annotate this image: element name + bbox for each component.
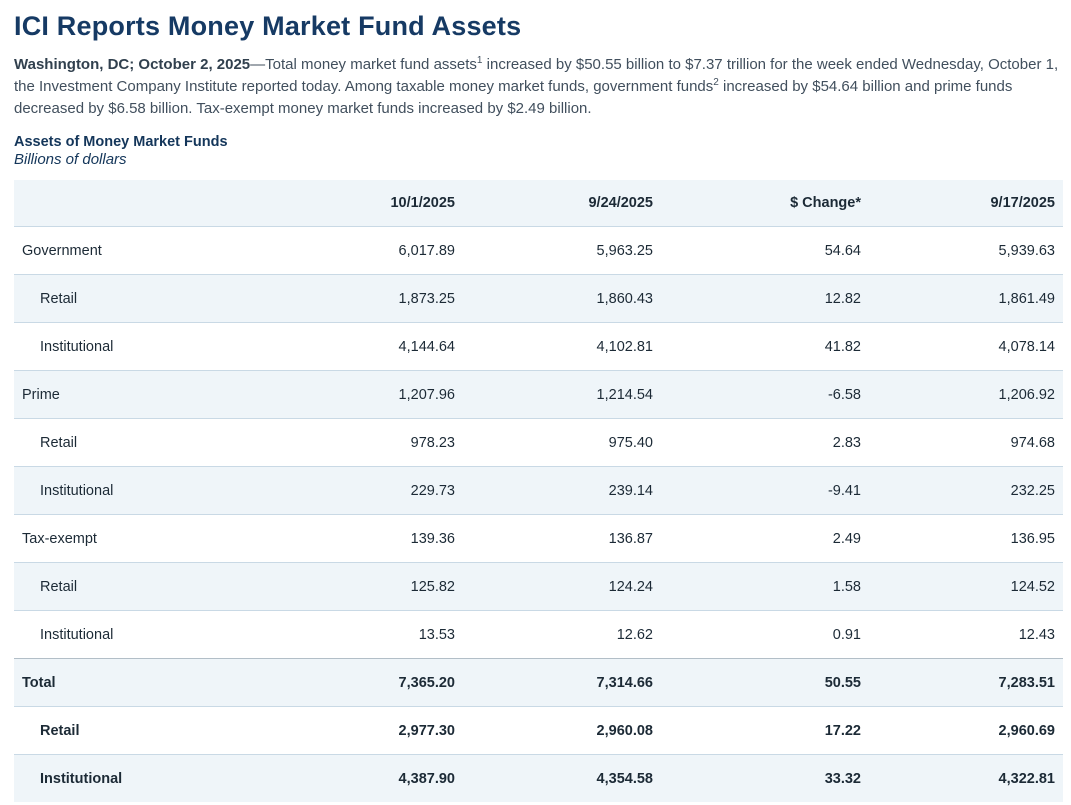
cell-value: 4,354.58 <box>463 754 661 802</box>
row-label: Institutional <box>14 610 276 659</box>
table-row-institutional-2: Institutional 4,144.64 4,102.81 41.82 4,… <box>14 322 1063 371</box>
table-row-retail-4: Retail 978.23 975.40 2.83 974.68 <box>14 418 1063 467</box>
cell-value: 139.36 <box>276 514 463 563</box>
cell-value: 125.82 <box>276 562 463 611</box>
cell-value: -9.41 <box>661 466 869 515</box>
cell-value: 13.53 <box>276 610 463 659</box>
cell-value: 12.43 <box>869 610 1063 659</box>
table-subtitle: Billions of dollars <box>14 151 127 168</box>
table-row-prime-3: Prime 1,207.96 1,214.54 -6.58 1,206.92 <box>14 370 1063 419</box>
row-label: Institutional <box>14 754 276 802</box>
header-col-change: $ Change* <box>661 180 869 227</box>
cell-value: 6,017.89 <box>276 226 463 275</box>
table-row-retail-10: Retail 2,977.30 2,960.08 17.22 2,960.69 <box>14 706 1063 755</box>
row-label: Institutional <box>14 466 276 515</box>
cell-value: 50.55 <box>661 658 869 707</box>
table-row-institutional-5: Institutional 229.73 239.14 -9.41 232.25 <box>14 466 1063 515</box>
table-row-retail-7: Retail 125.82 124.24 1.58 124.52 <box>14 562 1063 611</box>
table-row-retail-1: Retail 1,873.25 1,860.43 12.82 1,861.49 <box>14 274 1063 323</box>
cell-value: 5,939.63 <box>869 226 1063 275</box>
intro-text-2: increased by $50.55 billion to $7.37 tri… <box>14 56 1059 95</box>
table-row-government-0: Government 6,017.89 5,963.25 54.64 5,939… <box>14 226 1063 275</box>
cell-value: 232.25 <box>869 466 1063 515</box>
cell-value: 2,960.08 <box>463 706 661 755</box>
row-label: Total <box>14 658 276 707</box>
cell-value: 1,861.49 <box>869 274 1063 323</box>
cell-value: 5,963.25 <box>463 226 661 275</box>
table-row-institutional-11: Institutional 4,387.90 4,354.58 33.32 4,… <box>14 754 1063 802</box>
cell-value: 1.58 <box>661 562 869 611</box>
cell-value: 1,860.43 <box>463 274 661 323</box>
cell-value: 974.68 <box>869 418 1063 467</box>
cell-value: 4,102.81 <box>463 322 661 371</box>
cell-value: 1,873.25 <box>276 274 463 323</box>
intro-text-3: increased by $54.64 billion and prime fu… <box>14 78 1013 117</box>
table-row-institutional-8: Institutional 13.53 12.62 0.91 12.43 <box>14 610 1063 659</box>
row-label: Tax-exempt <box>14 514 276 563</box>
intro-paragraph: Washington, DC; October 2, 2025—Total mo… <box>14 54 1062 120</box>
cell-value: 1,207.96 <box>276 370 463 419</box>
cell-value: 4,387.90 <box>276 754 463 802</box>
cell-value: 17.22 <box>661 706 869 755</box>
cell-value: 124.52 <box>869 562 1063 611</box>
table-header-row: 10/1/2025 9/24/2025 $ Change* 9/17/2025 <box>14 180 1063 227</box>
intro-text-1: Total money market fund assets <box>265 56 477 73</box>
intro-dash: — <box>250 56 266 73</box>
cell-value: 41.82 <box>661 322 869 371</box>
table-row-tax-exempt-6: Tax-exempt 139.36 136.87 2.49 136.95 <box>14 514 1063 563</box>
cell-value: 136.87 <box>463 514 661 563</box>
cell-value: 2.49 <box>661 514 869 563</box>
cell-value: 7,283.51 <box>869 658 1063 707</box>
mmf-assets-table: 10/1/2025 9/24/2025 $ Change* 9/17/2025 … <box>14 180 1063 802</box>
cell-value: 4,078.14 <box>869 322 1063 371</box>
cell-value: 229.73 <box>276 466 463 515</box>
row-label: Retail <box>14 562 276 611</box>
cell-value: 2,977.30 <box>276 706 463 755</box>
cell-value: 12.82 <box>661 274 869 323</box>
cell-value: 2,960.69 <box>869 706 1063 755</box>
header-col-date-2: 9/24/2025 <box>463 180 661 227</box>
cell-value: 978.23 <box>276 418 463 467</box>
page-title: ICI Reports Money Market Fund Assets <box>14 11 522 41</box>
row-label: Institutional <box>14 322 276 371</box>
row-label: Retail <box>14 706 276 755</box>
row-label: Retail <box>14 418 276 467</box>
cell-value: 4,144.64 <box>276 322 463 371</box>
cell-value: 975.40 <box>463 418 661 467</box>
cell-value: 124.24 <box>463 562 661 611</box>
cell-value: 239.14 <box>463 466 661 515</box>
cell-value: 7,314.66 <box>463 658 661 707</box>
cell-value: 2.83 <box>661 418 869 467</box>
header-col-date-1: 10/1/2025 <box>276 180 463 227</box>
cell-value: 1,206.92 <box>869 370 1063 419</box>
cell-value: 54.64 <box>661 226 869 275</box>
row-label: Retail <box>14 274 276 323</box>
cell-value: 0.91 <box>661 610 869 659</box>
cell-value: -6.58 <box>661 370 869 419</box>
row-label: Government <box>14 226 276 275</box>
footnote-ref-1: 1 <box>476 55 483 66</box>
cell-value: 136.95 <box>869 514 1063 563</box>
cell-value: 7,365.20 <box>276 658 463 707</box>
header-col-date-3: 9/17/2025 <box>869 180 1063 227</box>
cell-value: 12.62 <box>463 610 661 659</box>
table-title: Assets of Money Market Funds <box>14 134 228 150</box>
dateline: Washington, DC; October 2, 2025 <box>14 56 251 73</box>
cell-value: 4,322.81 <box>869 754 1063 802</box>
row-label: Prime <box>14 370 276 419</box>
cell-value: 1,214.54 <box>463 370 661 419</box>
header-label-column <box>14 180 276 227</box>
table-row-total-9: Total 7,365.20 7,314.66 50.55 7,283.51 <box>14 658 1063 707</box>
cell-value: 33.32 <box>661 754 869 802</box>
footnote-ref-2: 2 <box>713 77 719 88</box>
